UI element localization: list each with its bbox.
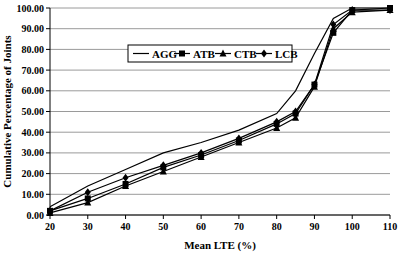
plot-area: [47, 5, 394, 216]
y-tick-label: 20.00: [22, 168, 45, 179]
marker: [387, 6, 394, 13]
x-tick-label: 90: [309, 221, 319, 232]
legend-marker: [261, 50, 267, 58]
grid-line: [50, 28, 390, 29]
marker: [85, 188, 91, 196]
x-tick-label: 70: [234, 221, 244, 232]
y-tick: [46, 70, 50, 71]
x-axis-title: Mean LTE (%): [184, 239, 256, 252]
chart: 0.00 10.00 20.00 30.00 40.00 50.00 60.00 70.00 8…: [0, 0, 400, 254]
x-tick-label: 20: [45, 221, 55, 232]
x-tick: [87, 215, 88, 219]
y-tick-label: 90.00: [22, 23, 45, 34]
marker: [47, 207, 53, 215]
y-axis: [50, 8, 51, 215]
marker: [123, 174, 129, 182]
x-tick: [125, 215, 126, 219]
marker: [160, 161, 166, 169]
legend-marker: [220, 50, 227, 57]
y-tick: [46, 90, 50, 91]
marker: [387, 6, 393, 14]
x-tick-label: 30: [83, 221, 93, 232]
y-tick-label: 60.00: [22, 85, 45, 96]
x-tick: [201, 215, 202, 219]
y-tick: [46, 8, 50, 9]
x-tick-label: 110: [383, 221, 397, 232]
grid-line: [50, 70, 390, 71]
marker: [349, 6, 355, 14]
x-tick-label: 100: [345, 221, 360, 232]
grid-line: [50, 111, 390, 112]
legend-label: CTB: [234, 48, 257, 60]
y-tick-label: 50.00: [22, 106, 45, 117]
x-tick: [390, 215, 391, 219]
series-line: [50, 10, 390, 213]
legend: AGG ATB CTB LCB: [128, 45, 298, 62]
grid-line: [50, 173, 390, 174]
y-tick-label: 80.00: [22, 44, 45, 55]
grid-line: [50, 132, 390, 133]
y-tick-label: 30.00: [22, 147, 45, 158]
y-tick-label: 40.00: [22, 127, 45, 138]
x-tick: [314, 215, 315, 219]
y-tick-label: 10.00: [22, 189, 45, 200]
series-line: [50, 10, 390, 211]
x-tick-label: 40: [121, 221, 131, 232]
y-tick: [46, 28, 50, 29]
marker: [122, 182, 129, 189]
y-tick: [46, 132, 50, 133]
x-tick-label: 80: [272, 221, 282, 232]
legend-label: LCB: [275, 48, 298, 60]
grid-line: [50, 152, 390, 153]
y-tick-label: 100.00: [17, 3, 45, 14]
x-tick-label: 50: [158, 221, 168, 232]
x-tick-label: 60: [196, 221, 206, 232]
x-tick: [238, 215, 239, 219]
marker: [293, 108, 299, 116]
y-tick: [46, 152, 50, 153]
x-tick: [352, 215, 353, 219]
marker: [236, 134, 242, 142]
legend-label: AGG: [152, 48, 178, 60]
x-tick: [163, 215, 164, 219]
marker: [311, 81, 317, 89]
series-line: [50, 8, 390, 211]
legend-label: ATB: [193, 48, 215, 60]
y-tick: [46, 49, 50, 50]
grid-line: [50, 215, 390, 216]
marker: [198, 149, 204, 157]
legend-line: [133, 53, 149, 54]
y-tick: [46, 173, 50, 174]
y-axis-title: Cumulative Percentage of Joints: [1, 35, 13, 188]
grid-line: [50, 90, 390, 91]
y-tick: [46, 111, 50, 112]
marker: [84, 199, 91, 206]
y-tick: [46, 194, 50, 195]
marker: [330, 21, 336, 29]
x-axis: [50, 215, 390, 216]
legend-box: [128, 45, 292, 62]
marker: [274, 118, 280, 126]
legend-marker: [179, 51, 185, 57]
grid-line: [50, 8, 390, 9]
y-tick-label: 0.00: [27, 210, 45, 221]
x-tick: [276, 215, 277, 219]
y-tick-label: 70.00: [22, 65, 45, 76]
series-line: [50, 8, 390, 207]
